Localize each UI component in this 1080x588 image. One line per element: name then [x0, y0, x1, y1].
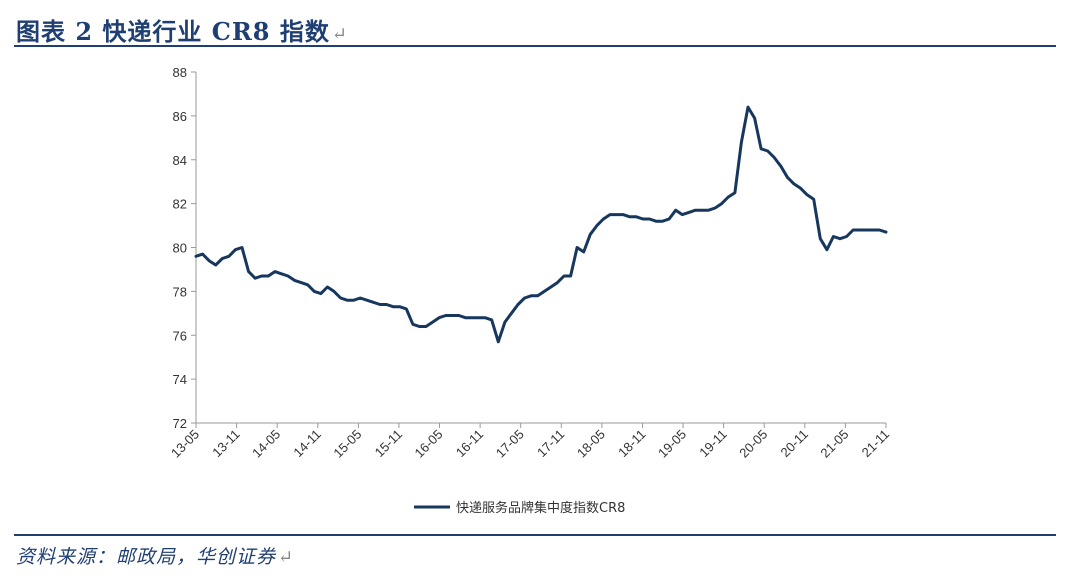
- x-tick-label: 16-11: [453, 427, 486, 460]
- y-tick-label: 82: [173, 197, 187, 212]
- y-tick-label: 88: [173, 65, 187, 80]
- y-tick-label: 80: [173, 241, 187, 256]
- x-axis-ticks: 13-05 13-11 14-05 14-11 15-05 15-11 16-05 16-11…: [168, 423, 892, 461]
- series-line-0: [194, 105, 888, 344]
- x-tick-label: 15-11: [372, 427, 405, 460]
- x-tick-label: 16-05: [412, 427, 446, 461]
- x-tick-label: 20-11: [778, 427, 811, 460]
- y-tick-label: 72: [173, 416, 187, 431]
- y-tick-label: 76: [173, 328, 187, 343]
- x-tick-label: 17-11: [534, 427, 567, 460]
- x-tick-label: 14-11: [290, 427, 323, 460]
- series-layer: [194, 105, 888, 344]
- x-tick-label: 19-11: [696, 427, 729, 460]
- x-tick-label: 13-05: [168, 427, 202, 461]
- legend-label: 快递服务品牌集中度指数CR8: [456, 500, 625, 516]
- figure-title-text: 图表 2 快递行业 CR8 指数: [16, 17, 330, 46]
- x-tick-label: 21-05: [817, 427, 851, 461]
- x-tick-label: 17-05: [493, 427, 527, 461]
- x-tick-label: 18-05: [574, 427, 608, 461]
- x-tick-label: 21-11: [859, 427, 892, 460]
- y-tick-label: 78: [173, 284, 187, 299]
- x-tick-label: 15-05: [330, 427, 364, 461]
- x-tick-label: 18-11: [615, 427, 648, 460]
- return-mark-icon: ↵: [331, 24, 348, 45]
- bottom-rule: [14, 534, 1056, 536]
- x-tick-label: 20-05: [736, 427, 770, 461]
- x-tick-label: 19-05: [655, 427, 689, 461]
- figure-title: 图表 2 快递行业 CR8 指数 ↵: [16, 12, 348, 47]
- legend: 快递服务品牌集中度指数CR8: [414, 500, 625, 516]
- title-bar: 图表 2 快递行业 CR8 指数 ↵: [14, 8, 1066, 47]
- y-tick-label: 74: [173, 372, 187, 387]
- source-text: 资料来源：邮政局，华创证券: [16, 546, 277, 568]
- top-rule: [14, 45, 1056, 47]
- source-note: 资料来源：邮政局，华创证券 ↵: [16, 542, 294, 569]
- source-return-mark-icon: ↵: [278, 547, 295, 568]
- y-tick-label: 84: [173, 153, 187, 168]
- y-axis-ticks: 72 74 76 78 80 82 84 86 88: [173, 65, 196, 431]
- x-tick-label: 13-11: [209, 427, 242, 460]
- chart-axes: [195, 72, 886, 424]
- x-tick-label: 14-05: [249, 427, 283, 461]
- y-tick-label: 86: [173, 109, 187, 124]
